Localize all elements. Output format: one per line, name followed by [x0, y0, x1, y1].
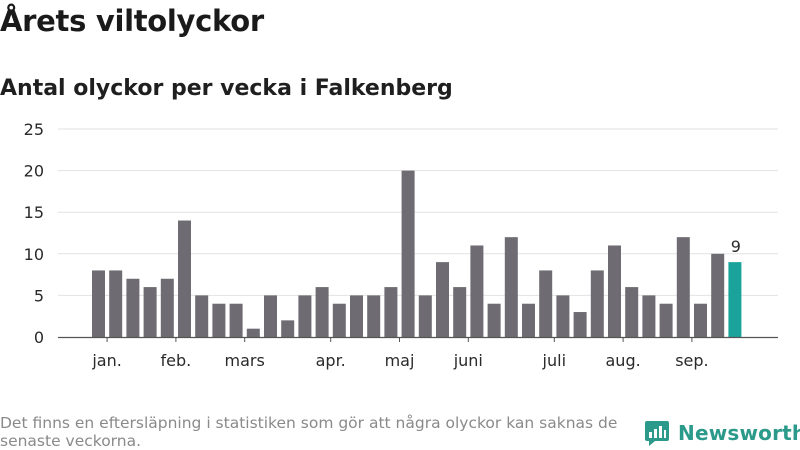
bar	[556, 295, 570, 337]
bar	[470, 245, 484, 337]
bar	[143, 287, 157, 337]
y-tick-label: 25	[24, 120, 44, 139]
bar	[264, 295, 277, 337]
bar	[160, 278, 174, 337]
footer-note: Det finns en eftersläpning i statistiken…	[0, 414, 618, 450]
bar	[315, 287, 329, 337]
x-axis: jan. feb. mars apr. maj juni juli aug. sep.	[58, 336, 778, 370]
bar	[246, 328, 260, 337]
month-label: mars	[225, 351, 265, 370]
y-axis-ticks: 0 5 10 15 20 25	[24, 120, 44, 347]
bar	[350, 295, 363, 337]
bar	[711, 253, 725, 337]
bar	[109, 270, 123, 337]
bar	[178, 220, 191, 337]
month-label: juni	[453, 351, 483, 370]
bar	[539, 270, 553, 337]
month-label: apr.	[316, 351, 346, 370]
y-tick-label: 10	[24, 245, 44, 264]
bar	[694, 303, 707, 337]
bar	[92, 270, 105, 337]
bar	[401, 170, 415, 337]
newsworthy-logo-icon	[645, 421, 669, 446]
bar-current-week	[728, 262, 742, 337]
bars	[92, 170, 742, 337]
chart-subtitle: Antal olyckor per vecka i Falkenberg	[0, 76, 453, 101]
month-label: juli	[542, 351, 566, 370]
bar	[453, 287, 467, 337]
bar	[573, 312, 587, 337]
bar-chart: 0 5 10 15 20 25 jan. feb. mars apr. maj juni juli au…	[24, 120, 778, 370]
y-tick-label: 0	[34, 328, 44, 347]
month-label: sep.	[675, 351, 708, 370]
bar	[625, 287, 639, 337]
month-label: aug.	[606, 351, 641, 370]
bar	[195, 295, 209, 337]
bar	[367, 295, 381, 337]
bar	[212, 303, 226, 337]
y-tick-label: 20	[24, 162, 44, 181]
bar	[418, 295, 432, 337]
bar	[659, 303, 673, 337]
bar	[676, 237, 690, 337]
data-labels: 9	[731, 237, 741, 256]
bar	[590, 270, 604, 337]
chart-title: Årets viltolyckor	[0, 4, 264, 38]
month-label: maj	[385, 351, 415, 370]
bar	[298, 295, 312, 337]
brand-name: Newsworthy	[678, 421, 800, 445]
bar	[487, 303, 501, 337]
bar	[504, 237, 518, 337]
month-label: feb.	[161, 351, 192, 370]
bar	[281, 320, 295, 337]
bar	[126, 278, 140, 337]
brand-logo[interactable]: Newsworthy	[644, 419, 800, 447]
y-tick-label: 15	[24, 203, 44, 222]
bar	[332, 303, 346, 337]
month-label: jan.	[91, 351, 121, 370]
bar	[522, 303, 535, 337]
bar	[642, 295, 656, 337]
bar	[608, 245, 621, 337]
y-tick-label: 5	[34, 286, 44, 305]
bar	[229, 303, 243, 337]
bar	[436, 262, 449, 337]
data-label-current-week: 9	[731, 237, 741, 256]
grid-lines	[58, 128, 778, 296]
bar	[384, 287, 398, 337]
